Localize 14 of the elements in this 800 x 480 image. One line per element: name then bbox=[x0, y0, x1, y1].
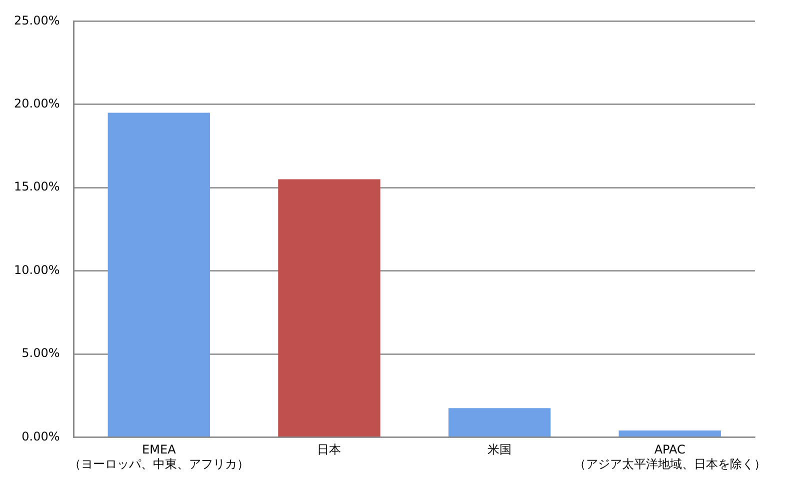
y-tick-label: 20.00% bbox=[14, 96, 60, 111]
x-tick-label: EMEA （ヨーロッパ、中東、アフリカ） bbox=[68, 442, 249, 471]
y-tick-label: 25.00% bbox=[14, 13, 60, 28]
x-tick-label: 米国 bbox=[488, 442, 512, 457]
x-tick-label: APAC （アジア太平洋地域、日本を除く） bbox=[574, 442, 766, 471]
bar bbox=[278, 179, 380, 436]
bar bbox=[108, 112, 210, 436]
y-tick-label: 0.00% bbox=[22, 429, 60, 444]
y-tick-label: 15.00% bbox=[14, 180, 60, 194]
bar bbox=[618, 430, 721, 436]
y-tick-label: 5.00% bbox=[22, 346, 60, 360]
bar bbox=[448, 408, 551, 436]
x-tick-label: 日本 bbox=[317, 442, 342, 457]
y-tick-label: 10.00% bbox=[14, 262, 60, 277]
